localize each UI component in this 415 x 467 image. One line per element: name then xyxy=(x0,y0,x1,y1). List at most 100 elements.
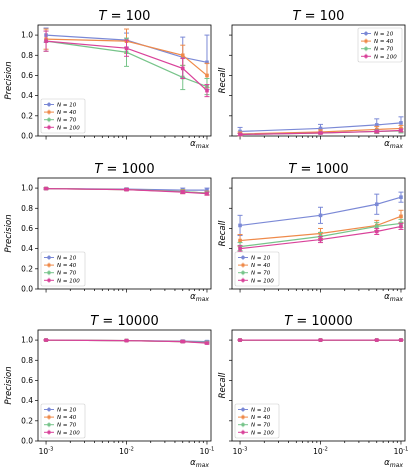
legend-label: N = 70 xyxy=(57,271,77,277)
legend-label: N = 100 xyxy=(251,278,274,284)
x-tick-label: 10-3 xyxy=(233,447,248,457)
x-tick-label: 10-3 xyxy=(39,447,54,457)
data-point xyxy=(399,224,403,229)
legend: N = 10N = 40 N = 70N = 100 xyxy=(357,27,403,63)
x-axis-label: αmax xyxy=(190,292,209,303)
subplot-3: T = 1000 0.0 0.2 0.4 0.6 0.8 1.0 Precision αmax N… xyxy=(4,162,212,303)
subplot-5: T = 10000 0.0 0.2 0.4 0.6 0.8 1.0 10-3 10-2 10-1 P… xyxy=(4,314,214,467)
y-tick-label: 0.4 xyxy=(21,244,33,253)
legend-label: N = 10 xyxy=(57,408,77,414)
y-tick-label: 0.2 xyxy=(21,264,33,273)
y-tick-label: 0.4 xyxy=(21,396,33,405)
y-tick-label: 0.8 xyxy=(21,356,33,365)
data-point xyxy=(205,88,209,93)
data-point xyxy=(180,339,185,344)
legend-label: N = 100 xyxy=(57,125,80,131)
subplot-2: T = 100 Recall αmax N = 10N = 40 N = 70N = 1… xyxy=(218,9,406,150)
legend-label: N = 40 xyxy=(57,415,77,421)
series-4 xyxy=(43,186,210,196)
x-tick-label: 10-1 xyxy=(394,447,409,457)
legend-label: N = 70 xyxy=(251,423,271,429)
series-4 xyxy=(237,338,404,342)
subplot-title: T = 1000 xyxy=(94,162,154,177)
subplot-title: T = 10000 xyxy=(284,314,352,329)
subplot-4: T = 1000 Recall αmax N = 10N = 40 N = 70N = … xyxy=(218,162,406,303)
data-point xyxy=(238,246,242,251)
y-tick-label: 0.8 xyxy=(21,204,33,213)
series-line xyxy=(240,127,402,135)
data-point xyxy=(180,53,185,58)
data-point xyxy=(318,338,323,342)
data-point xyxy=(399,214,403,219)
y-axis-label: Recall xyxy=(218,220,228,246)
legend-label: N = 40 xyxy=(374,39,394,45)
series-4 xyxy=(43,338,210,345)
series-line xyxy=(46,339,208,344)
y-tick-label: 0.6 xyxy=(21,376,33,385)
legend-box xyxy=(40,251,86,287)
data-point xyxy=(399,195,403,199)
data-point xyxy=(374,129,379,134)
legend-label: N = 40 xyxy=(57,263,77,269)
data-point xyxy=(238,132,242,137)
data-point xyxy=(124,187,129,192)
legend: N = 10N = 40 N = 70N = 100 xyxy=(40,98,86,134)
x-axis-label: αmax xyxy=(384,292,403,303)
y-tick-label: 0.4 xyxy=(21,91,33,100)
legend-label: N = 10 xyxy=(57,103,77,109)
legend-box xyxy=(357,27,403,63)
series-line xyxy=(240,129,402,136)
data-point xyxy=(180,190,185,194)
data-point xyxy=(238,129,242,134)
series-4 xyxy=(43,30,210,98)
subplot-title: T = 1000 xyxy=(288,162,348,177)
y-axis-label: Precision xyxy=(4,366,14,404)
axes-frame xyxy=(231,329,406,442)
y-axis-label: Precision xyxy=(4,214,14,252)
legend-label: N = 10 xyxy=(251,408,271,414)
series-line xyxy=(45,40,208,92)
legend: N = 10N = 40 N = 70N = 100 xyxy=(40,403,86,439)
series-line xyxy=(239,225,402,250)
data-point xyxy=(238,238,242,243)
subplot-1: T = 100 0.0 0.2 0.4 0.6 0.8 1.0 Precision αmax N … xyxy=(4,9,212,150)
data-point xyxy=(318,213,323,218)
data-point xyxy=(318,237,323,242)
data-point xyxy=(374,202,379,207)
y-axis-label: Recall xyxy=(218,372,228,398)
y-tick-label: 0.6 xyxy=(21,71,33,80)
axes-frame xyxy=(37,329,212,442)
axes-frame xyxy=(231,24,406,137)
data-point xyxy=(399,121,403,125)
subplot-title: T = 10000 xyxy=(90,314,158,329)
y-tick-label: 0.0 xyxy=(21,285,33,294)
data-point xyxy=(238,223,242,228)
y-tick-label: 0.8 xyxy=(21,51,33,60)
legend-box xyxy=(40,403,86,439)
y-tick-label: 1.0 xyxy=(21,336,33,345)
x-tick-label: 10-1 xyxy=(200,447,215,457)
data-point xyxy=(318,131,323,135)
data-point xyxy=(205,60,209,65)
data-point xyxy=(44,39,48,43)
legend-label: N = 70 xyxy=(57,423,77,429)
series-line xyxy=(239,215,402,242)
y-tick-label: 0.6 xyxy=(21,224,33,233)
series-line xyxy=(239,222,402,248)
axes-frame xyxy=(37,24,212,137)
data-point xyxy=(374,123,379,127)
legend-label: N = 100 xyxy=(374,54,397,60)
y-axis-label: Recall xyxy=(218,67,228,93)
legend-label: N = 10 xyxy=(374,32,394,38)
series-line xyxy=(239,196,402,227)
legend: N = 10N = 40 N = 70N = 100 xyxy=(40,251,86,287)
series-line xyxy=(240,122,402,133)
data-point xyxy=(44,186,48,191)
series-4 xyxy=(237,222,404,253)
legend-label: N = 70 xyxy=(57,118,77,124)
data-point xyxy=(238,338,242,342)
x-axis-label: αmax xyxy=(384,458,403,467)
series-line xyxy=(45,40,208,88)
axes-frame xyxy=(231,177,406,290)
